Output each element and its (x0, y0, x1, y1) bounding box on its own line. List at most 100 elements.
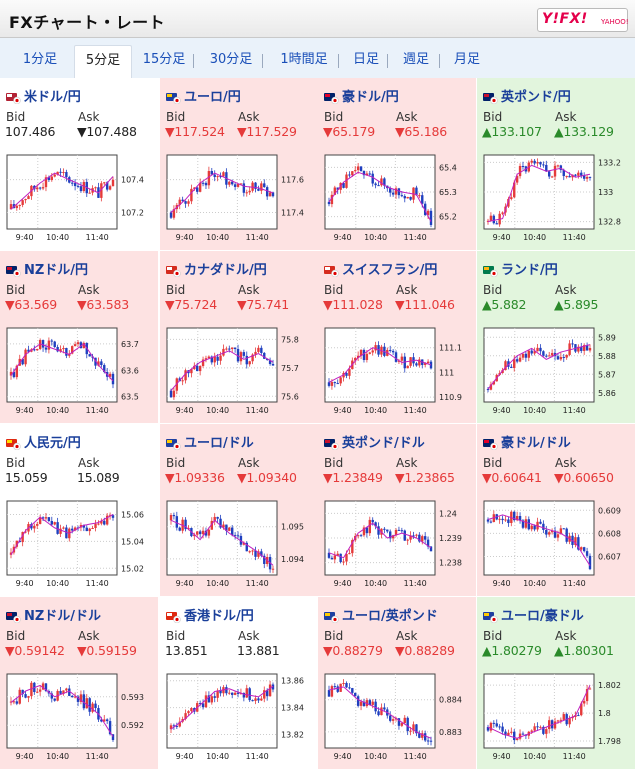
candle-body (50, 521, 53, 525)
rate-card[interactable]: ユーロ/豪ドル Bid Ask ▲1.80279 ▲1.80301 1.802 1.8 1.7… (477, 597, 635, 769)
candle-body (389, 715, 392, 721)
candle-body (429, 546, 433, 552)
candle-body (521, 733, 525, 735)
mini-candle-chart[interactable]: 75.8 75.7 75.6 9:40 10:40 11:40 (165, 325, 315, 420)
y-tick-label: 13.84 (281, 704, 304, 713)
mini-candle-chart[interactable]: 117.6 117.4 9:40 10:40 11:40 (165, 152, 315, 247)
tab-7[interactable]: 月足 (453, 52, 480, 67)
mini-candle-chart[interactable]: 1.802 1.8 1.798 9:40 10:40 11:40 (482, 671, 632, 766)
candle-body (169, 515, 173, 521)
candle-body (201, 530, 205, 535)
candle-body (389, 188, 392, 193)
mini-candle-chart[interactable]: 15.06 15.04 15.02 9:40 10:40 11:40 (5, 498, 155, 593)
y-tick-label: 117.6 (281, 176, 304, 185)
mini-candle-chart[interactable]: 0.593 0.592 9:40 10:40 11:40 (5, 671, 155, 766)
mini-candle-chart[interactable]: 0.609 0.608 0.607 9:40 10:40 11:40 (482, 498, 632, 593)
mini-candle-chart[interactable]: 1.24 1.239 1.238 9:40 10:40 11:40 (323, 498, 473, 593)
candle-body (251, 354, 254, 362)
candle-body (345, 174, 348, 188)
candle-body (91, 703, 94, 712)
pair-name-link[interactable]: 米ドル/円 (24, 90, 81, 105)
mini-candle-chart[interactable]: 133.2 133 132.8 9:40 10:40 11:40 (482, 152, 632, 247)
candle-body (374, 345, 377, 351)
candle-body (228, 181, 231, 185)
rate-card[interactable]: NZドル/円 Bid Ask ▼63.569 ▼63.583 63.7 63.6 63.5 9:… (0, 251, 158, 423)
candle-body (59, 349, 62, 352)
pair-name-link[interactable]: 英ポンド/円 (501, 90, 571, 105)
rate-card[interactable]: 英ポンド/円 Bid Ask ▲133.107 ▲133.129 133.2 133 132.… (477, 78, 635, 250)
candle-body (260, 698, 263, 701)
rate-card[interactable]: 英ポンド/ドル Bid Ask ▼1.23849 ▼1.23865 1.24 1.239 1.… (318, 424, 476, 596)
rate-card[interactable]: ユーロ/ドル Bid Ask ▼1.09336 ▼1.09340 1.095 1.094 9:… (160, 424, 318, 596)
candle-body (94, 703, 97, 709)
mini-candle-chart[interactable]: 1.095 1.094 9:40 10:40 11:40 (165, 498, 315, 593)
pair-name-link[interactable]: ランド/円 (501, 263, 558, 278)
candle-body (400, 195, 404, 197)
mini-candle-chart[interactable]: 107.4 107.2 9:40 10:40 11:40 (5, 152, 155, 247)
candle-body (59, 528, 62, 534)
yjfx-logo[interactable]: Y!FX! YAHOO! (537, 8, 629, 32)
pair-name-link[interactable]: カナダドル/円 (184, 263, 267, 278)
candle-body (559, 165, 563, 170)
pair-name-link[interactable]: NZドル/ドル (24, 609, 102, 624)
mini-candle-chart[interactable]: 65.4 65.3 65.2 9:40 10:40 11:40 (323, 152, 473, 247)
rate-card[interactable]: カナダドル/円 Bid Ask ▼75.724 ▼75.741 75.8 75.7 75.6 9… (160, 251, 318, 423)
pair-name-link[interactable]: 香港ドル/円 (184, 609, 254, 624)
mini-candle-chart[interactable]: 5.89 5.88 5.87 5.86 9:40 10:40 11:40 (482, 325, 632, 420)
rate-card[interactable]: スイスフラン/円 Bid Ask ▼111.028 ▼111.046 111.1 111 11… (318, 251, 476, 423)
tab-6[interactable]: 週足 (402, 52, 429, 67)
candle-body (580, 346, 583, 351)
tab-1[interactable]: 5分足 (74, 45, 132, 78)
rate-card[interactable]: 豪ドル/ドル Bid Ask ▼0.60641 ▼0.60650 0.609 0.608 0.… (477, 424, 635, 596)
pair-name-link[interactable]: 豪ドル/円 (342, 90, 399, 105)
tab-3[interactable]: 30分足 (209, 52, 253, 67)
candle-body (380, 707, 383, 716)
mini-candle-chart[interactable]: 0.884 0.883 9:40 10:40 11:40 (323, 671, 473, 766)
mini-candle-chart[interactable]: 111.1 111 110.9 9:40 10:40 11:40 (323, 325, 473, 420)
candle-body (492, 215, 496, 224)
pair-name-link[interactable]: スイスフラン/円 (342, 263, 438, 278)
mini-candle-chart[interactable]: 63.7 63.6 63.5 9:40 10:40 11:40 (5, 325, 155, 420)
pair-name-link[interactable]: ユーロ/豪ドル (501, 609, 584, 624)
tab-5[interactable]: 日足 (352, 52, 379, 67)
mini-candle-chart[interactable]: 13.86 13.84 13.82 9:40 10:40 11:40 (165, 671, 315, 766)
tab-separator (439, 54, 440, 68)
candle-body (233, 347, 237, 350)
rate-card[interactable]: NZドル/ドル Bid Ask ▼0.59142 ▼0.59159 0.593 0.592 9… (0, 597, 158, 769)
candle-body (530, 730, 533, 732)
rate-card[interactable]: ユーロ/円 Bid Ask ▼117.524 ▼117.529 117.6 117.4 9:4… (160, 78, 318, 250)
candle-body (196, 531, 199, 535)
x-tick-label: 11:40 (86, 752, 109, 761)
rate-card[interactable]: 香港ドル/円 Bid Ask 13.851 13.881 13.86 13.84 13.82 9… (160, 597, 318, 769)
tab-2[interactable]: 15分足 (142, 52, 186, 67)
candle-body (103, 719, 106, 722)
cn-jp-flag-icon (6, 435, 21, 451)
rate-card[interactable]: 豪ドル/円 Bid Ask ▼65.179 ▼65.186 65.4 65.3 65.2 9:4… (318, 78, 476, 250)
rate-card[interactable]: 人民元/円 Bid Ask 15.059 15.089 15.06 15.04 15.02 9:… (0, 424, 158, 596)
pair-name-link[interactable]: 豪ドル/ドル (501, 436, 571, 451)
candle-body (536, 726, 539, 728)
candle-body (333, 382, 337, 384)
pair-name-link[interactable]: ユーロ/ドル (184, 436, 254, 451)
pair-name-link[interactable]: NZドル/円 (24, 263, 89, 278)
pair-name-link[interactable]: 英ポンド/ドル (342, 436, 425, 451)
x-tick-label: 10:40 (523, 406, 546, 415)
tab-0[interactable]: 1分足 (22, 52, 58, 67)
candle-body (342, 683, 345, 685)
y-tick-label: 63.7 (121, 340, 139, 349)
bid-value: ▼75.724 (165, 297, 217, 312)
candle-body (429, 740, 433, 742)
candle-body (556, 165, 560, 167)
pair-name-link[interactable]: ユーロ/円 (184, 90, 241, 105)
pair-name-link[interactable]: ユーロ/英ポンド (342, 609, 438, 624)
pair-name-link[interactable]: 人民元/円 (24, 436, 81, 451)
rate-card[interactable]: ユーロ/英ポンド Bid Ask ▼0.88279 ▼0.88289 0.884 0.883… (318, 597, 476, 769)
candle-body (585, 176, 589, 179)
candle-body (333, 187, 337, 195)
candle-body (204, 182, 208, 186)
tab-4[interactable]: 1時間足 (280, 52, 328, 67)
rate-card[interactable]: 米ドル/円 Bid Ask 107.486 ▼107.488 107.4 107.2 9:40… (0, 78, 158, 250)
rate-card[interactable]: ランド/円 Bid Ask ▲5.882 ▲5.895 5.89 5.88 5.87 5.86 9… (477, 251, 635, 423)
ask-value: ▲5.895 (554, 297, 599, 312)
moving-average-line (10, 514, 114, 556)
